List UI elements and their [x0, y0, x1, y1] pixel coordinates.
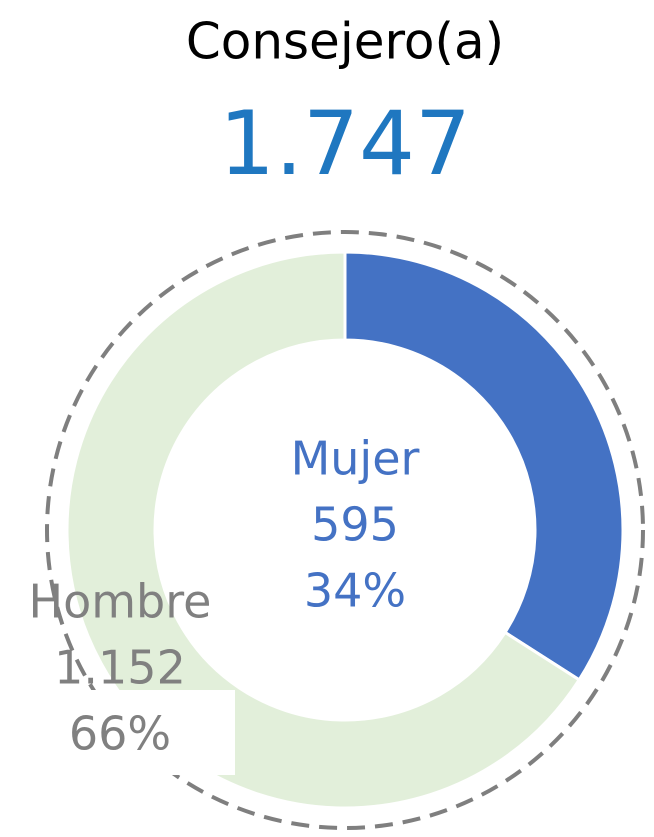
donut-segment — [65, 250, 582, 810]
category-label: Hombre — [29, 575, 212, 629]
value-label: 1.152 — [54, 641, 186, 695]
value-label: 595 — [311, 498, 399, 552]
chart-title: Consejero(a) — [186, 13, 504, 71]
category-label: Mujer — [291, 432, 420, 486]
donut-segment — [343, 250, 625, 682]
percent-label: 34% — [304, 564, 406, 618]
total-value: 1.747 — [219, 92, 471, 195]
dashed-ring — [45, 230, 645, 830]
percent-label: 66% — [69, 707, 171, 761]
label-background — [0, 690, 235, 775]
